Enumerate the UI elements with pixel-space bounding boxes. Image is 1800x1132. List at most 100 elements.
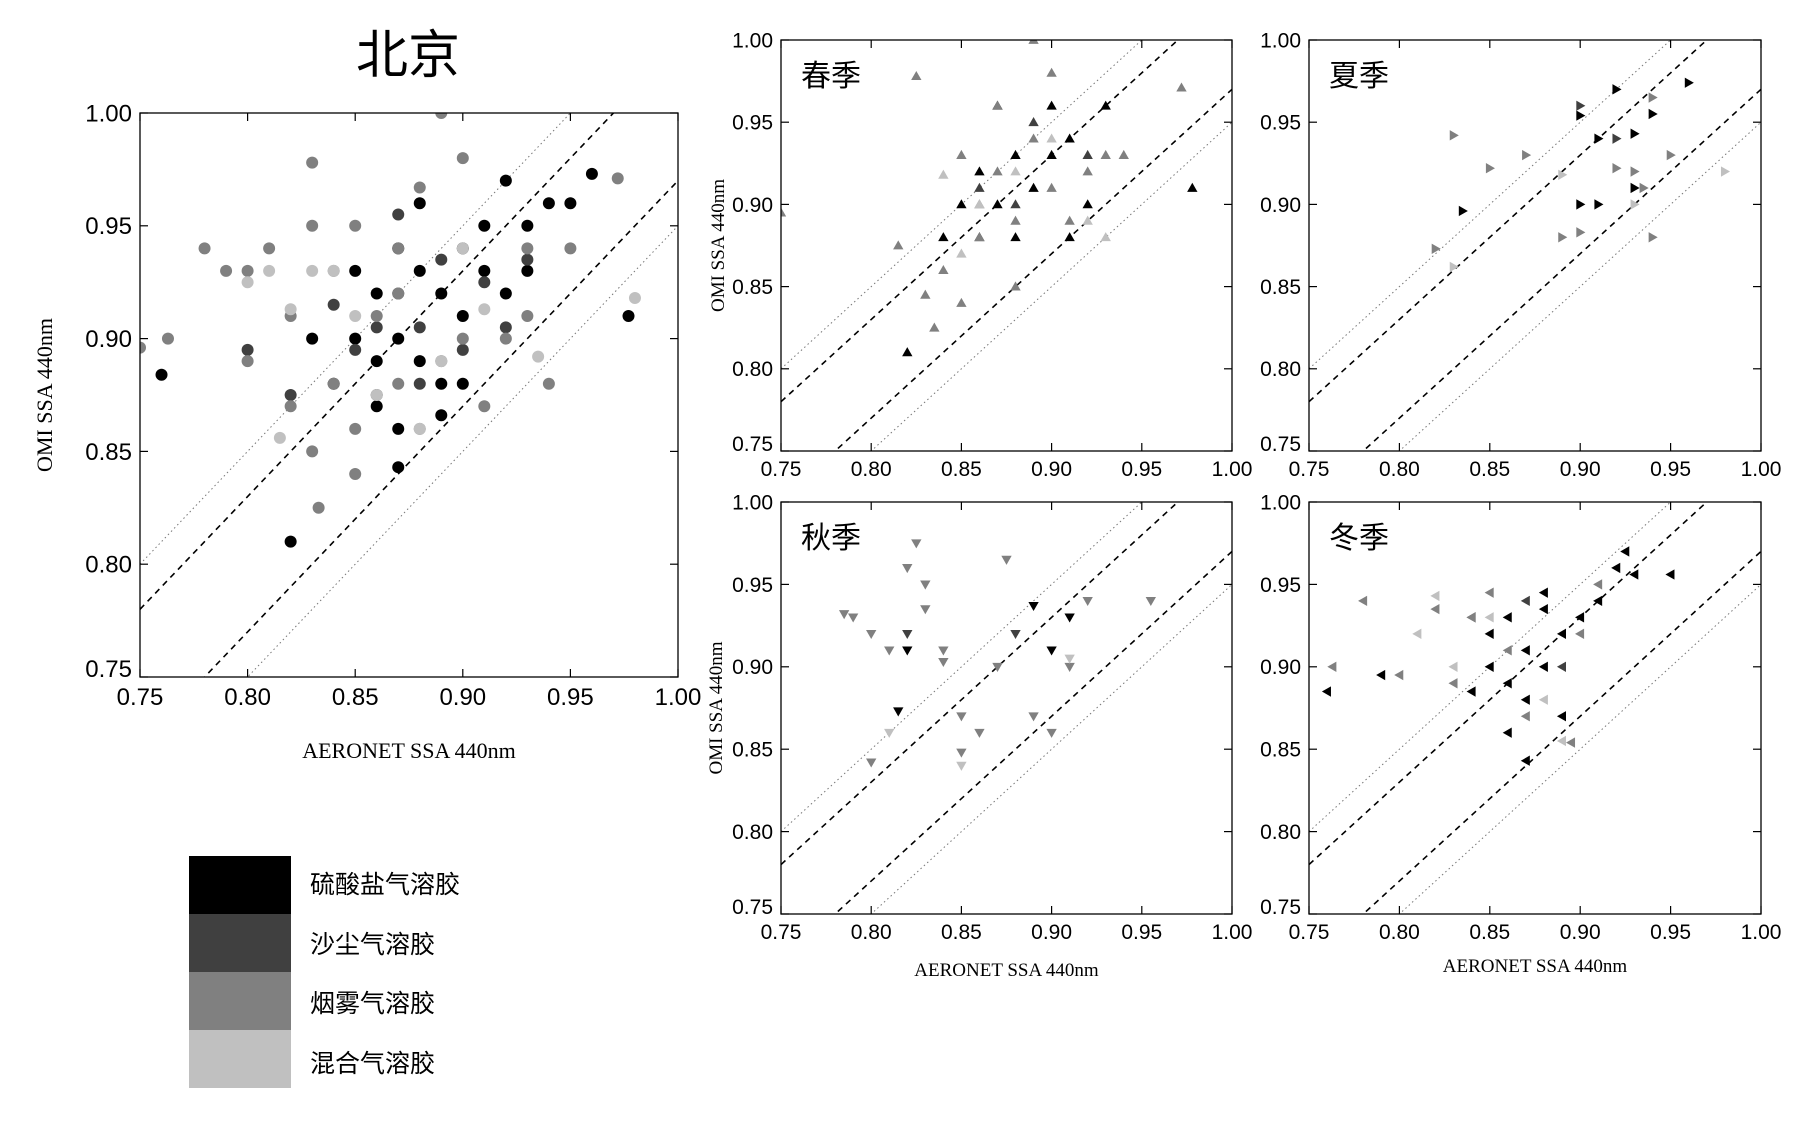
data-point [1028,133,1039,143]
data-point [974,728,985,738]
reference-line-dashed [1362,88,1761,451]
data-point [1538,694,1548,705]
legend-label-dust: 沙尘气溶胶 [310,930,435,959]
data-point [1458,205,1468,217]
y-tick-label: 0.85 [1260,739,1301,762]
data-point [974,232,985,242]
data-point [1376,669,1386,681]
data-point [1520,711,1530,722]
data-point [1522,149,1532,161]
data-point [392,332,405,345]
legend-swatch-mixed [189,1030,291,1088]
reference-lines-summer [1309,40,1761,451]
data-point [1576,227,1586,238]
data-point [1082,596,1093,607]
data-point [1484,587,1494,598]
data-point [1648,92,1658,103]
data-point [1538,603,1548,615]
data-point [1630,128,1640,139]
data-point [1720,166,1731,177]
data-point [1520,755,1530,766]
data-point [327,264,340,277]
data-point [920,289,931,299]
data-point [1666,149,1676,161]
panel-autumn: 0.750.75 0.80 0.80 0.85 0.85 0.90 0.90 0.95 0.95… [706,491,1252,981]
data-point [974,199,985,209]
data-point [1612,133,1622,144]
legend-swatch-dust [189,914,291,972]
reference-line-dashed [1362,550,1761,914]
plot-frame [139,112,679,678]
data-point [1612,163,1622,174]
data-point [1611,562,1621,574]
data-point [284,400,297,413]
data-point [413,181,426,194]
data-point [1064,654,1075,664]
data-point [866,758,877,768]
data-point [1064,662,1075,672]
data-point [327,298,340,311]
data-point [370,400,383,413]
data-point [273,431,286,444]
data-point [413,377,426,390]
data-point [349,343,362,356]
reference-lines-annual [140,113,678,677]
data-point [349,310,362,323]
data-point [435,113,448,119]
y-tick-label: 0.75 [1260,896,1301,919]
data-point [938,657,949,668]
data-point [1321,686,1331,697]
x-axis-label: AERONET SSA 440nm [1443,956,1628,977]
y-tick-label: 0.90 [1260,656,1301,679]
data-point [1046,646,1057,656]
x-tick-label: 0.75 [761,921,802,944]
legend-swatch-smoke [189,972,291,1030]
legend-label-sulfate: 硫酸盐气溶胶 [310,870,460,899]
x-tick-label: 0.80 [1379,921,1420,944]
panel-title: 冬季 [1329,521,1389,556]
points-autumn [838,539,1156,771]
data-point [327,377,340,390]
data-point [1064,232,1075,242]
panel-title: 秋季 [801,521,861,556]
data-point [542,377,555,390]
data-point [1556,661,1567,672]
data-point [992,166,1003,176]
y-axis-label: OMI SSA 440nm [32,318,57,472]
data-point [1502,727,1512,738]
reference-line-dashed [1309,502,1708,866]
data-point [884,646,895,656]
y-tick-label: 1.00 [732,29,773,52]
data-point [478,219,491,232]
data-point [220,264,233,277]
data-point [370,355,383,368]
y-tick-label: 1.00 [85,100,132,127]
data-point [956,199,967,209]
data-point [306,332,319,345]
data-point [306,445,319,458]
reference-line-dashed [140,113,615,610]
data-point [1010,232,1021,242]
points-annual [140,113,641,548]
data-point [392,242,405,255]
data-point [1466,612,1476,623]
data-point [370,310,383,323]
data-point [1484,661,1494,672]
data-point [532,350,545,363]
data-point [956,748,967,758]
data-point [392,287,405,300]
scatter-panels: 0.750.750.800.800.850.850.900.900.950.95… [32,29,1781,981]
data-point [628,291,641,304]
data-point [521,253,534,266]
data-point [284,535,297,548]
data-point [1430,603,1440,615]
data-point [1010,281,1021,291]
data-point [611,172,624,185]
data-point [1448,678,1458,689]
data-point [902,629,913,640]
y-tick-label: 0.95 [1260,112,1301,135]
reference-lines-spring [781,40,1232,451]
data-point [938,169,949,179]
data-point [992,100,1003,110]
data-point [564,197,577,210]
